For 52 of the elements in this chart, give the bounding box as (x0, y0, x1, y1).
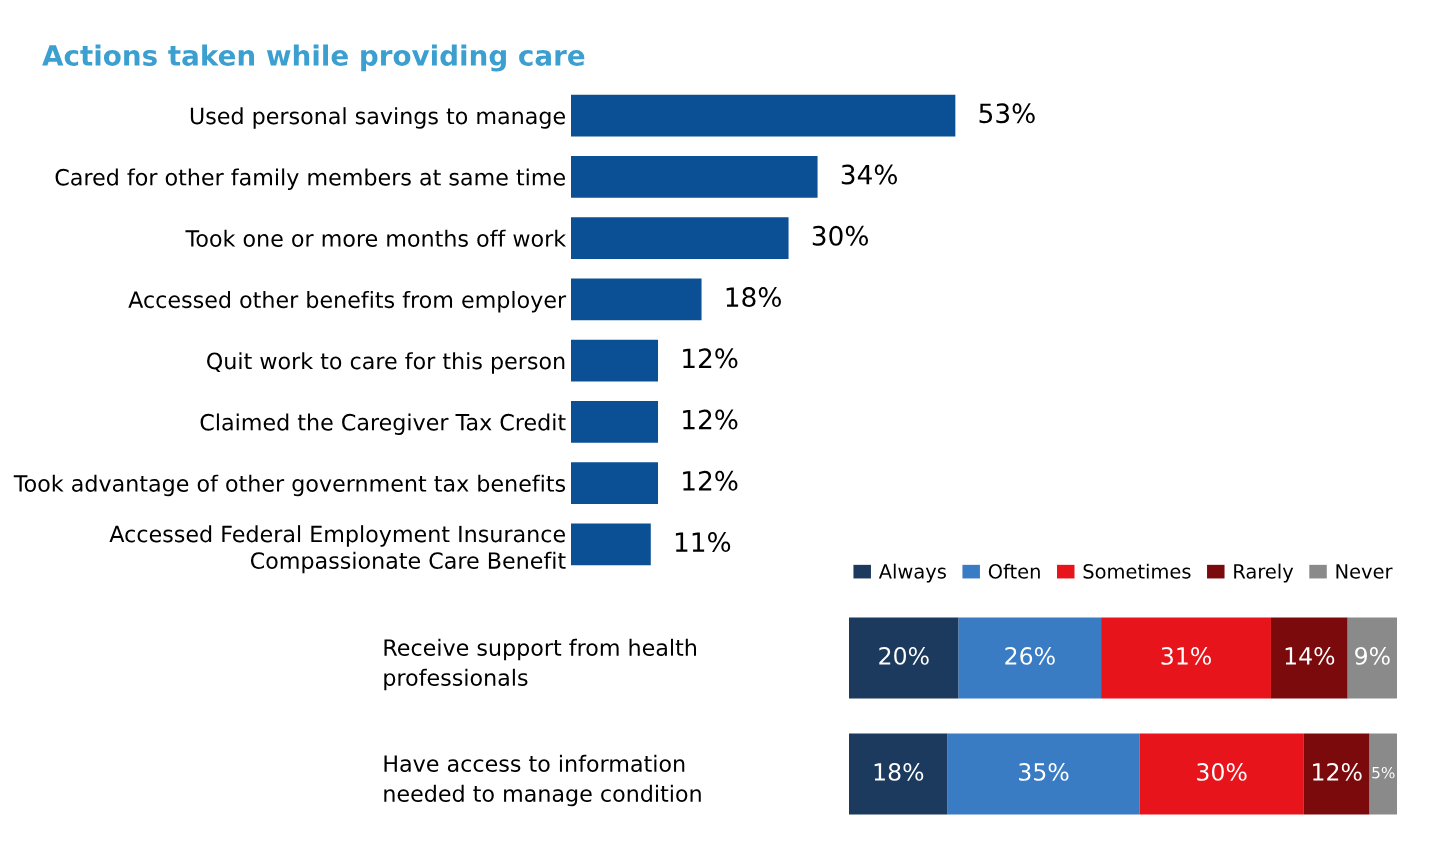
bar (571, 217, 789, 259)
data-label: 18% (726, 287, 781, 308)
y-tick-label: Used personal savings to manage (190, 107, 565, 129)
bar (571, 462, 659, 504)
data-label: 26% (1005, 646, 1055, 665)
data-label: 12% (1313, 762, 1362, 781)
data-label: 53% (979, 103, 1035, 124)
y-tick-label: Have access to information needed to manage condition (384, 754, 701, 807)
data-label: 30% (812, 225, 868, 246)
data-label: 18% (874, 762, 924, 781)
data-label: 34% (841, 164, 897, 185)
y-tick-label: Cared for other family members at same time (55, 168, 565, 190)
legend-label: Never (1336, 564, 1393, 579)
bar (849, 733, 948, 815)
bar (1270, 617, 1348, 699)
data-label: 30% (1197, 762, 1247, 781)
bar (571, 523, 651, 566)
text: Actions taken while providing care (42, 44, 585, 72)
bar (1303, 733, 1370, 815)
y-tick-label: Took advantage of other government tax benefits (13, 474, 566, 497)
data-label: 20% (879, 646, 929, 665)
data-label: 12% (683, 348, 738, 369)
bar (849, 617, 959, 699)
bar (947, 733, 1140, 815)
bar (571, 401, 659, 443)
data-label: 12% (683, 470, 738, 491)
bar (1347, 617, 1397, 699)
legend-label: Sometimes (1083, 563, 1191, 579)
bar (571, 156, 818, 198)
bar (1369, 733, 1397, 815)
data-label: 5% (1372, 766, 1395, 779)
bar (571, 339, 659, 382)
y-tick-label: Quit work to care for this person (207, 352, 565, 374)
legend-label: Always (878, 563, 946, 583)
bar (571, 94, 956, 137)
y-tick-label: Took one or more months off work (185, 229, 567, 247)
data-label: 12% (683, 409, 738, 430)
y-tick-label: Receive support from health professionals (384, 638, 696, 691)
bar (571, 278, 702, 321)
y-tick-label: Accessed Federal Employment Insurance Compassionate Care Benefit (109, 525, 566, 574)
data-label: 14% (1285, 646, 1335, 665)
data-label: 9% (1355, 646, 1390, 665)
data-label: 35% (1019, 762, 1069, 781)
y-tick-label: Claimed the Caregiver Tax Credit (200, 413, 566, 435)
bar (958, 617, 1102, 699)
data-label: 31% (1161, 646, 1211, 665)
bar (1101, 617, 1271, 699)
legend-label: Often (988, 563, 1040, 579)
legend-label: Rarely (1234, 563, 1294, 583)
bar (1139, 733, 1304, 815)
data-label: 11% (675, 532, 731, 553)
y-tick-label: Accessed other benefits from employer (128, 290, 567, 313)
